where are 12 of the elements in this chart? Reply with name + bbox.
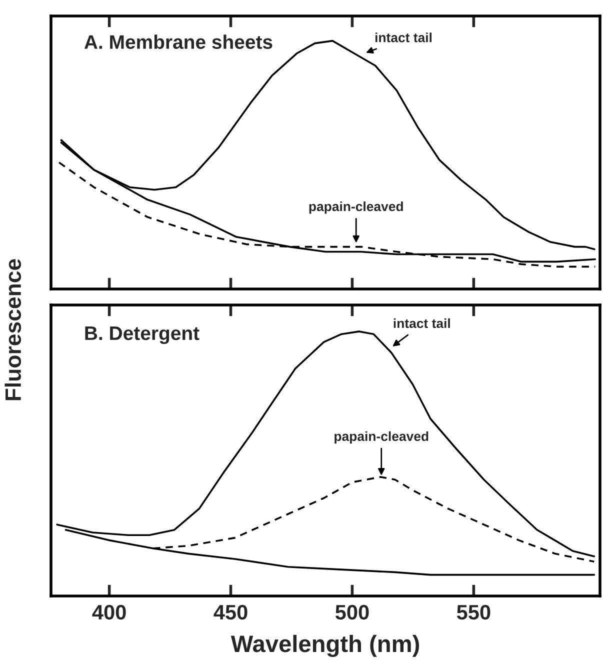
annotation: intact tail bbox=[375, 32, 432, 42]
chart-title: B. Detergent bbox=[85, 326, 200, 344]
y-axis-title: Fluorescence bbox=[4, 259, 22, 400]
x-tick-label: 500 bbox=[335, 604, 369, 620]
x-tick-label: 550 bbox=[456, 604, 490, 620]
x-axis-title: Wavelength (nm) bbox=[230, 634, 419, 657]
annotation: intact tail bbox=[394, 318, 450, 328]
chart-title: A. Membrane sheets bbox=[84, 34, 272, 49]
x-tick-label: 400 bbox=[92, 604, 126, 620]
annotation: papain-cleaved bbox=[334, 431, 428, 444]
x-tick-label: 450 bbox=[214, 604, 248, 620]
annotation: papain-cleaved bbox=[309, 201, 403, 214]
